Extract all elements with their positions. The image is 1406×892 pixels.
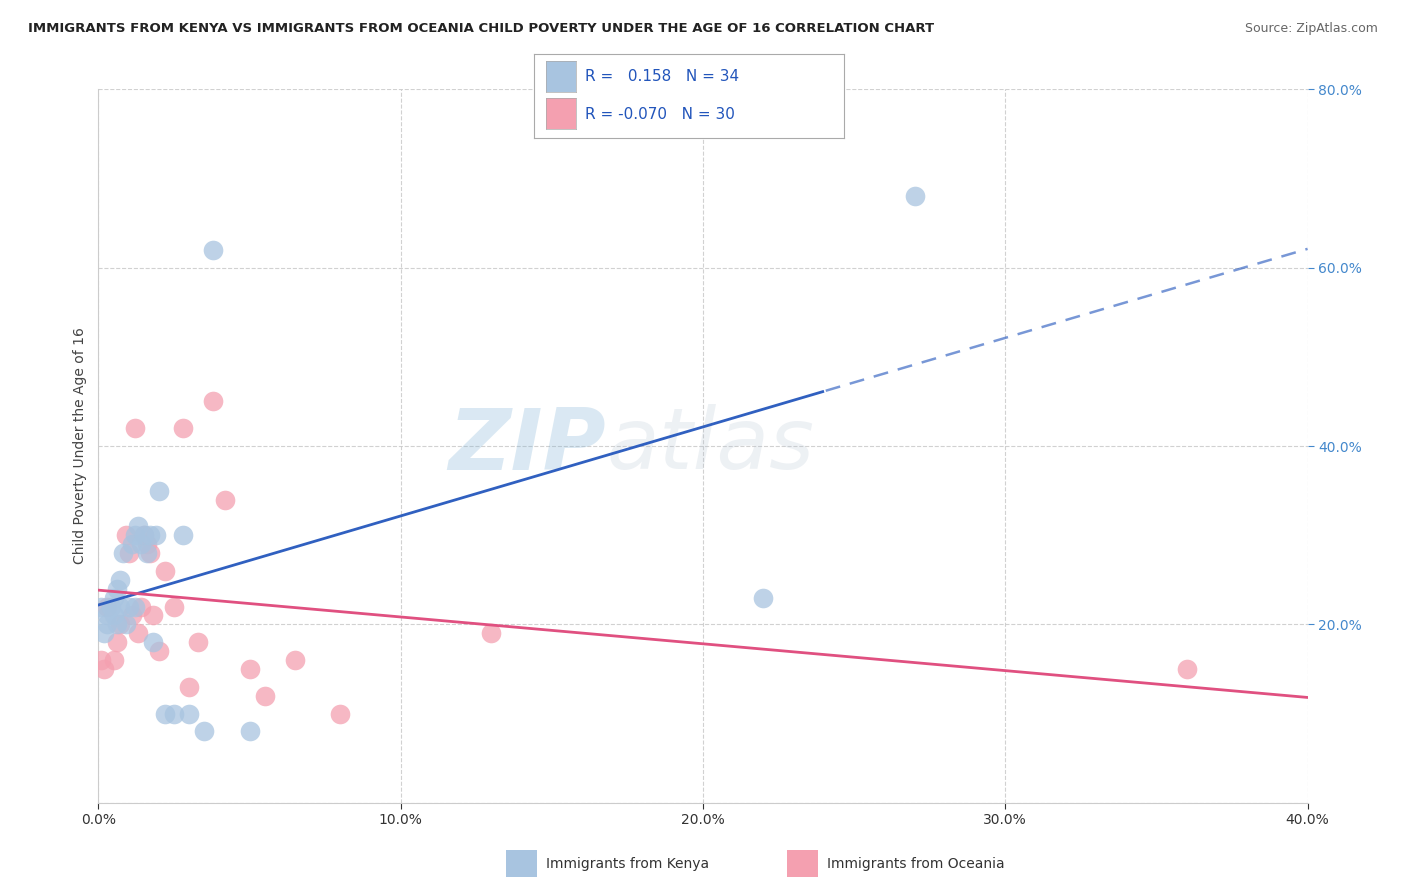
Point (148, 644, 170, 658)
Point (329, 706, 352, 721)
Point (239, 724, 262, 739)
Point (114, 617, 136, 632)
Point (129, 537, 152, 551)
Text: Immigrants from Oceania: Immigrants from Oceania (827, 857, 1004, 871)
Point (904, 189, 927, 203)
Point (118, 599, 141, 614)
Point (121, 608, 143, 623)
Point (179, 706, 201, 721)
Point (100, 599, 122, 614)
Point (214, 492, 236, 507)
Point (163, 599, 186, 614)
Point (111, 546, 134, 560)
Point (121, 537, 143, 551)
Point (118, 546, 141, 560)
Point (153, 564, 176, 578)
Point (105, 617, 128, 632)
Point (172, 528, 194, 542)
Text: atlas: atlas (606, 404, 814, 488)
Point (90, 653, 112, 667)
Text: R = -0.070   N = 30: R = -0.070 N = 30 (585, 107, 735, 121)
Point (142, 608, 165, 623)
Point (142, 635, 165, 649)
Point (96, 608, 118, 623)
Point (253, 689, 276, 703)
Point (124, 599, 146, 614)
Point (172, 421, 194, 435)
Text: R =   0.158   N = 34: R = 0.158 N = 34 (585, 70, 740, 84)
Point (193, 724, 215, 739)
Point (163, 706, 186, 721)
Point (103, 608, 125, 623)
Point (132, 528, 155, 542)
Point (148, 483, 170, 498)
Point (202, 243, 225, 257)
Point (114, 528, 136, 542)
Point (202, 394, 225, 409)
Point (187, 635, 209, 649)
Text: Source: ZipAtlas.com: Source: ZipAtlas.com (1244, 22, 1378, 36)
Text: ZIP: ZIP (449, 404, 606, 488)
Point (96, 599, 118, 614)
Point (127, 519, 149, 533)
Point (103, 653, 125, 667)
Point (127, 626, 149, 640)
Point (93, 626, 115, 640)
Point (135, 537, 157, 551)
Point (90, 599, 112, 614)
Point (135, 546, 157, 560)
Point (1175, 662, 1198, 676)
Point (108, 573, 131, 587)
Point (139, 546, 162, 560)
Point (145, 528, 167, 542)
Point (93, 662, 115, 676)
Point (752, 591, 775, 605)
Point (132, 528, 155, 542)
Point (129, 599, 152, 614)
Point (96, 617, 118, 632)
Point (179, 680, 201, 694)
Point (239, 662, 262, 676)
Y-axis label: Child Poverty Under the Age of 16: Child Poverty Under the Age of 16 (73, 327, 87, 565)
Point (108, 617, 131, 632)
Point (139, 528, 162, 542)
Text: Immigrants from Kenya: Immigrants from Kenya (546, 857, 709, 871)
Text: IMMIGRANTS FROM KENYA VS IMMIGRANTS FROM OCEANIA CHILD POVERTY UNDER THE AGE OF : IMMIGRANTS FROM KENYA VS IMMIGRANTS FROM… (28, 22, 934, 36)
Point (105, 582, 128, 596)
Point (481, 626, 503, 640)
Point (108, 599, 131, 614)
Point (105, 635, 128, 649)
Point (284, 653, 307, 667)
Point (103, 591, 125, 605)
Point (124, 421, 146, 435)
Point (153, 706, 176, 721)
Point (124, 528, 146, 542)
